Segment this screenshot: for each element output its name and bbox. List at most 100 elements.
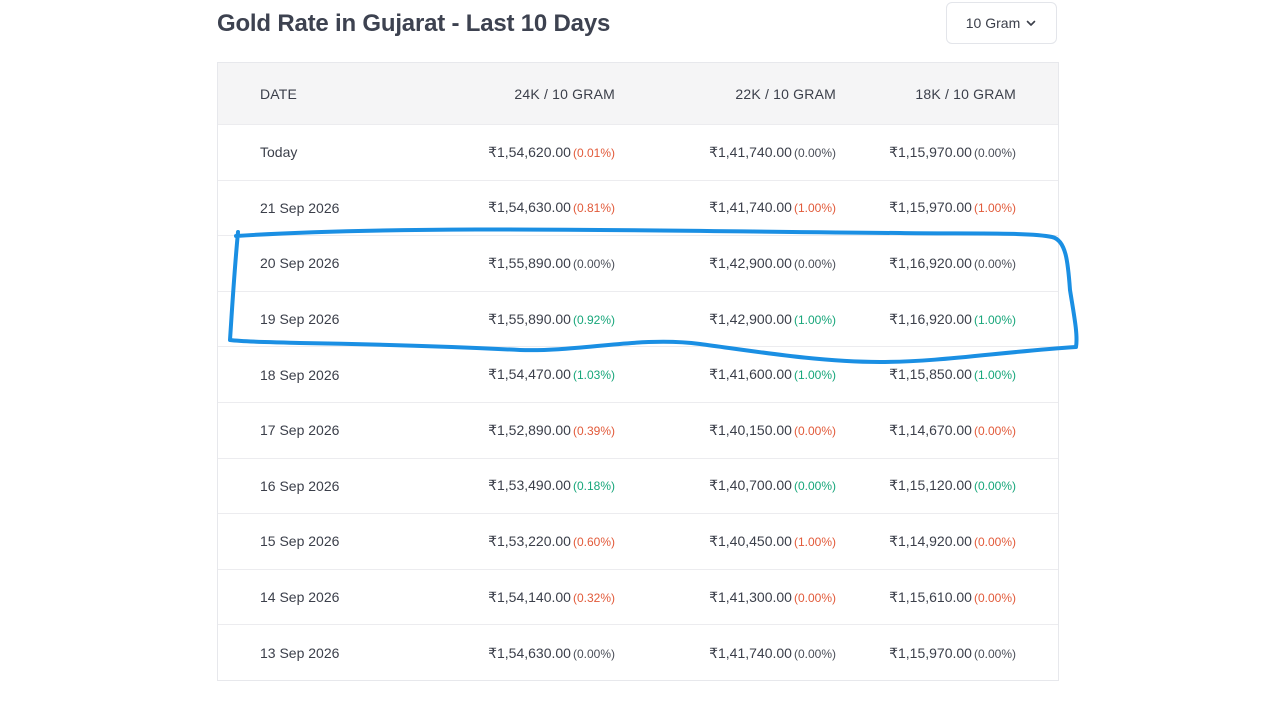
- unit-dropdown-value: 10 Gram: [965, 15, 1021, 31]
- change-percent: (1.00%): [973, 312, 1016, 327]
- rate-24k-cell: ₹1,54,630.00 (0.00%): [488, 645, 615, 662]
- column-header-date: DATE: [260, 85, 298, 102]
- table-row: 19 Sep 2026 ₹1,55,890.00 (0.92%) ₹1,42,900.…: [218, 292, 1058, 348]
- change-percent: (0.00%): [973, 256, 1016, 271]
- column-header-18k: 18K / 10 GRAM: [915, 85, 1016, 102]
- date-cell: 16 Sep 2026: [260, 477, 340, 494]
- table-row: 18 Sep 2026 ₹1,54,470.00 (1.03%) ₹1,41,600.…: [218, 347, 1058, 403]
- rate-22k-cell: ₹1,41,600.00 (1.00%): [709, 366, 836, 383]
- change-percent: (0.00%): [793, 590, 836, 605]
- table-row: 13 Sep 2026 ₹1,54,630.00 (0.00%) ₹1,41,740.…: [218, 625, 1058, 681]
- change-percent: (0.32%): [572, 590, 615, 605]
- rate-18k-cell: ₹1,14,670.00 (0.00%): [889, 422, 1016, 439]
- table-header: DATE 24K / 10 GRAM 22K / 10 GRAM 18K / 1…: [218, 63, 1058, 125]
- change-percent: (0.00%): [973, 145, 1016, 160]
- rate-22k-cell: ₹1,41,300.00 (0.00%): [709, 589, 836, 606]
- rate-24k-cell: ₹1,52,890.00 (0.39%): [488, 422, 615, 439]
- rate-22k-cell: ₹1,41,740.00 (0.00%): [709, 645, 836, 662]
- price-value: ₹1,41,740.00: [709, 644, 792, 661]
- rate-18k-cell: ₹1,15,850.00 (1.00%): [889, 366, 1016, 383]
- price-value: ₹1,15,970.00: [889, 644, 972, 661]
- rate-18k-cell: ₹1,15,610.00 (0.00%): [889, 589, 1016, 606]
- date-cell: 21 Sep 2026: [260, 199, 340, 216]
- change-percent: (0.00%): [973, 590, 1016, 605]
- price-value: ₹1,52,890.00: [488, 421, 571, 438]
- price-value: ₹1,42,900.00: [709, 310, 792, 327]
- change-percent: (0.00%): [793, 423, 836, 438]
- change-percent: (1.00%): [973, 201, 1016, 216]
- rate-22k-cell: ₹1,40,700.00 (0.00%): [709, 477, 836, 494]
- price-value: ₹1,55,890.00: [488, 254, 571, 271]
- table-row: 17 Sep 2026 ₹1,52,890.00 (0.39%) ₹1,40,150.…: [218, 403, 1058, 459]
- change-percent: (0.81%): [572, 201, 615, 216]
- rate-22k-cell: ₹1,40,450.00 (1.00%): [709, 533, 836, 550]
- gold-rate-table: DATE 24K / 10 GRAM 22K / 10 GRAM 18K / 1…: [217, 62, 1059, 681]
- unit-dropdown[interactable]: 10 Gram: [946, 2, 1057, 44]
- change-percent: (0.00%): [572, 646, 615, 661]
- change-percent: (0.00%): [973, 534, 1016, 549]
- change-percent: (0.01%): [572, 145, 615, 160]
- column-header-22k: 22K / 10 GRAM: [735, 85, 836, 102]
- price-value: ₹1,40,150.00: [709, 421, 792, 438]
- table-row: 21 Sep 2026 ₹1,54,630.00 (0.81%) ₹1,41,740.…: [218, 181, 1058, 237]
- table-body: Today ₹1,54,620.00 (0.01%) ₹1,41,740.00 (0.0…: [218, 125, 1058, 681]
- change-percent: (0.92%): [572, 312, 615, 327]
- table-row: 16 Sep 2026 ₹1,53,490.00 (0.18%) ₹1,40,700.…: [218, 459, 1058, 515]
- chevron-down-icon: [1025, 17, 1037, 29]
- table-row: 20 Sep 2026 ₹1,55,890.00 (0.00%) ₹1,42,900.…: [218, 236, 1058, 292]
- change-percent: (1.00%): [793, 312, 836, 327]
- rate-18k-cell: ₹1,16,920.00 (0.00%): [889, 255, 1016, 272]
- change-percent: (1.00%): [793, 534, 836, 549]
- rate-18k-cell: ₹1,15,970.00 (1.00%): [889, 199, 1016, 216]
- rate-22k-cell: ₹1,42,900.00 (1.00%): [709, 311, 836, 328]
- change-percent: (0.00%): [793, 646, 836, 661]
- price-value: ₹1,55,890.00: [488, 310, 571, 327]
- price-value: ₹1,54,140.00: [488, 588, 571, 605]
- price-value: ₹1,15,970.00: [889, 143, 972, 160]
- rate-18k-cell: ₹1,15,120.00 (0.00%): [889, 477, 1016, 494]
- date-cell: 19 Sep 2026: [260, 311, 340, 328]
- price-value: ₹1,16,920.00: [889, 254, 972, 271]
- date-cell: 17 Sep 2026: [260, 422, 340, 439]
- date-cell: 15 Sep 2026: [260, 533, 340, 550]
- rate-18k-cell: ₹1,15,970.00 (0.00%): [889, 645, 1016, 662]
- rate-24k-cell: ₹1,55,890.00 (0.00%): [488, 255, 615, 272]
- rate-22k-cell: ₹1,41,740.00 (1.00%): [709, 199, 836, 216]
- date-cell: 14 Sep 2026: [260, 589, 340, 606]
- rate-22k-cell: ₹1,41,740.00 (0.00%): [709, 144, 836, 161]
- change-percent: (1.00%): [793, 201, 836, 216]
- table-row: 15 Sep 2026 ₹1,53,220.00 (0.60%) ₹1,40,450.…: [218, 514, 1058, 570]
- rate-24k-cell: ₹1,54,140.00 (0.32%): [488, 589, 615, 606]
- change-percent: (0.00%): [973, 423, 1016, 438]
- change-percent: (0.00%): [572, 256, 615, 271]
- change-percent: (0.00%): [793, 479, 836, 494]
- price-value: ₹1,41,740.00: [709, 143, 792, 160]
- page-title: Gold Rate in Gujarat - Last 10 Days: [217, 10, 611, 37]
- price-value: ₹1,54,630.00: [488, 199, 571, 216]
- change-percent: (0.60%): [572, 534, 615, 549]
- rate-22k-cell: ₹1,40,150.00 (0.00%): [709, 422, 836, 439]
- change-percent: (0.00%): [793, 145, 836, 160]
- price-value: ₹1,41,300.00: [709, 588, 792, 605]
- price-value: ₹1,15,610.00: [889, 588, 972, 605]
- change-percent: (0.18%): [572, 479, 615, 494]
- rate-24k-cell: ₹1,54,470.00 (1.03%): [488, 366, 615, 383]
- rate-24k-cell: ₹1,54,630.00 (0.81%): [488, 199, 615, 216]
- rate-24k-cell: ₹1,55,890.00 (0.92%): [488, 311, 615, 328]
- price-value: ₹1,14,920.00: [889, 532, 972, 549]
- price-value: ₹1,54,620.00: [488, 143, 571, 160]
- rate-24k-cell: ₹1,53,220.00 (0.60%): [488, 533, 615, 550]
- price-value: ₹1,15,850.00: [889, 366, 972, 383]
- price-value: ₹1,15,970.00: [889, 199, 972, 216]
- table-row: Today ₹1,54,620.00 (0.01%) ₹1,41,740.00 (0.0…: [218, 125, 1058, 181]
- table-row: 14 Sep 2026 ₹1,54,140.00 (0.32%) ₹1,41,300.…: [218, 570, 1058, 626]
- change-percent: (1.03%): [572, 368, 615, 383]
- price-value: ₹1,16,920.00: [889, 310, 972, 327]
- date-cell: 13 Sep 2026: [260, 645, 340, 662]
- price-value: ₹1,40,700.00: [709, 477, 792, 494]
- date-cell: 20 Sep 2026: [260, 255, 340, 272]
- price-value: ₹1,54,470.00: [488, 366, 571, 383]
- price-value: ₹1,14,670.00: [889, 421, 972, 438]
- rate-24k-cell: ₹1,54,620.00 (0.01%): [488, 144, 615, 161]
- price-value: ₹1,53,490.00: [488, 477, 571, 494]
